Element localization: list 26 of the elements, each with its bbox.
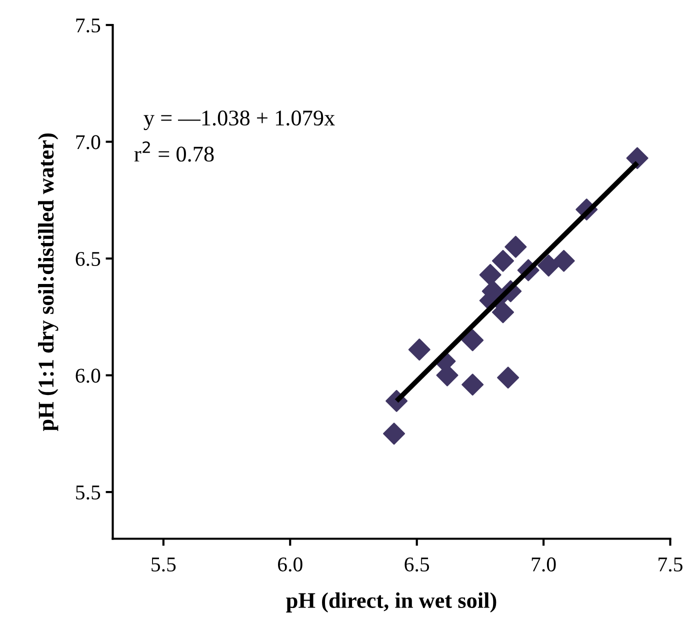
point	[383, 422, 406, 445]
point	[479, 264, 502, 286]
y-tick-label: 5.5	[76, 486, 100, 500]
x-axis-title: pH (direct, in wet soil)	[286, 592, 496, 613]
point	[497, 366, 520, 389]
y-axis-title: pH (1:1 dry soil:distilled water)	[38, 133, 58, 431]
point	[626, 147, 648, 170]
x-tick-label: 5.5	[152, 558, 176, 572]
point	[552, 250, 575, 272]
point	[462, 374, 484, 396]
point	[492, 301, 514, 324]
point	[462, 329, 484, 352]
x-tick-label: 6.0	[278, 557, 302, 572]
x-tick-label: 7.0	[532, 557, 556, 572]
point	[538, 254, 560, 277]
point	[504, 236, 527, 258]
y-tick-label: 7.0	[76, 135, 100, 150]
point	[492, 250, 514, 272]
y-tick-label: 6.0	[76, 368, 100, 383]
y-tick-label: 7.5	[76, 18, 100, 33]
y-tick-label: 6.5	[76, 252, 100, 266]
x-tick-label: 7.5	[658, 558, 682, 572]
annotation: y = —1.038 + 1.079x	[144, 110, 335, 130]
point	[408, 338, 430, 361]
annotation: r$^{2}$ = 0.78	[134, 141, 214, 162]
x-tick-label: 6.5	[404, 557, 430, 572]
